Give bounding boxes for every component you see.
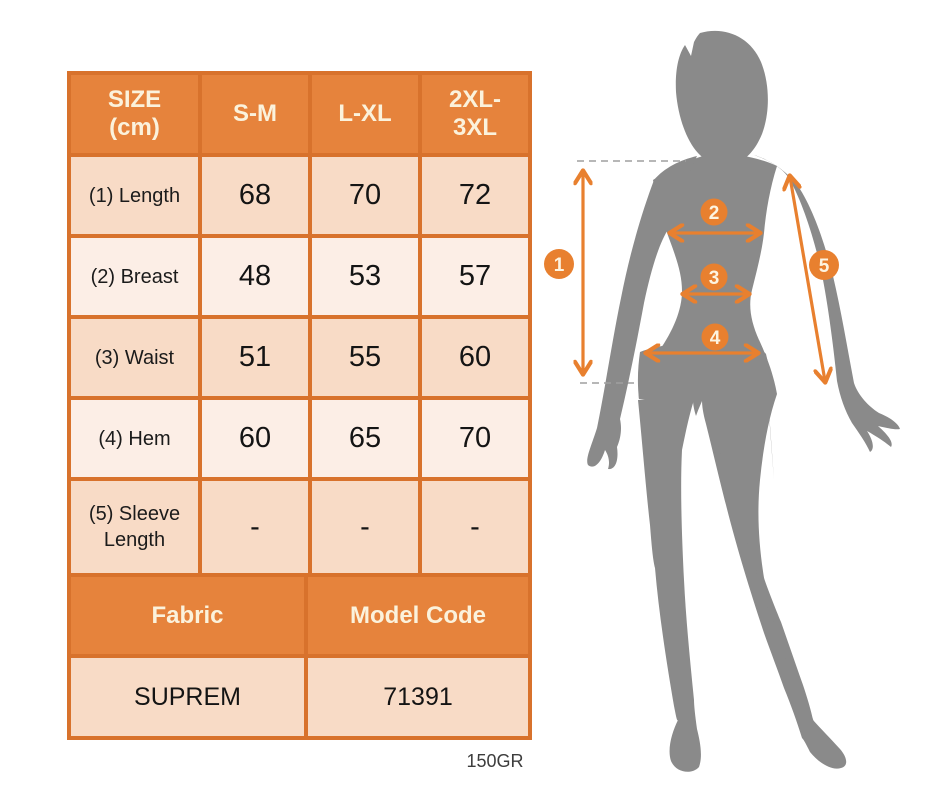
column-header-s-m: S-M xyxy=(202,75,308,153)
marker-2-circle xyxy=(700,198,728,226)
table-row-length: (1) Length 68 70 72 xyxy=(71,157,528,234)
breast-s-m-value: 48 xyxy=(202,238,308,315)
hem-s-m-value: 60 xyxy=(202,400,308,477)
table-row-breast: (2) Breast 48 53 57 xyxy=(71,238,528,315)
table-row-hem: (4) Hem 60 65 70 xyxy=(71,400,528,477)
length-2xl-3xl-value: 72 xyxy=(422,157,528,234)
measurement-markers: 1 2 3 4 5 xyxy=(544,198,839,351)
size-table: SIZE (cm) S-M L-XL 2XL-3XL (1) Length 68… xyxy=(67,71,532,740)
reference-dashed-lines xyxy=(577,160,686,384)
size-table-header-row: SIZE (cm) S-M L-XL 2XL-3XL xyxy=(71,75,528,153)
row-label-hem: (4) Hem xyxy=(71,400,198,477)
sleeve-l-xl-value: - xyxy=(312,481,418,573)
waist-2xl-3xl-value: 60 xyxy=(422,319,528,396)
length-s-m-value: 68 xyxy=(202,157,308,234)
column-header-l-xl-label: L-XL xyxy=(338,100,392,128)
measurement-figure: 1 2 3 4 5 xyxy=(544,30,900,772)
row-label-length: (1) Length xyxy=(71,157,198,234)
silhouette-head xyxy=(675,30,768,166)
table-row-waist: (3) Waist 51 55 60 xyxy=(71,319,528,396)
measurement-arrows xyxy=(583,172,825,381)
marker-2-label: 2 xyxy=(709,203,720,224)
fabric-header-cell: Fabric xyxy=(71,577,304,654)
marker-1-circle xyxy=(544,249,574,279)
marker-1-label: 1 xyxy=(554,255,565,276)
silhouette-left-arm xyxy=(587,156,697,470)
silhouette-right-leg-lower xyxy=(702,400,814,722)
row-label-sleeve-length: (5) Sleeve Length xyxy=(71,481,198,573)
breast-2xl-3xl-value: 57 xyxy=(422,238,528,315)
column-header-s-m-label: S-M xyxy=(233,100,277,128)
model-code-value-cell: 71391 xyxy=(308,658,528,736)
marker-3-label: 3 xyxy=(709,268,720,289)
marker-5-label: 5 xyxy=(819,256,830,277)
hem-2xl-3xl-value: 70 xyxy=(422,400,528,477)
marker-3-circle xyxy=(700,263,728,291)
fabric-weight-note: 150GR xyxy=(466,751,524,771)
table-row-sleeve-length: (5) Sleeve Length - - - xyxy=(71,481,528,573)
sleeve-2xl-3xl-value: - xyxy=(422,481,528,573)
fabric-value-cell: SUPREM xyxy=(71,658,304,736)
info-value-row: SUPREM 71391 xyxy=(71,658,528,736)
marker-5-circle xyxy=(809,250,839,280)
size-unit-header-cell: SIZE (cm) xyxy=(71,75,198,153)
hem-l-xl-value: 65 xyxy=(312,400,418,477)
row-label-waist: (3) Waist xyxy=(71,319,198,396)
silhouette-torso-legs xyxy=(638,153,847,772)
column-header-2xl-3xl-label: 2XL-3XL xyxy=(448,86,501,141)
breast-l-xl-value: 53 xyxy=(312,238,418,315)
silhouette-right-leg xyxy=(700,340,777,600)
female-body-silhouette xyxy=(587,30,900,772)
waist-l-xl-value: 55 xyxy=(312,319,418,396)
length-l-xl-value: 70 xyxy=(312,157,418,234)
marker-4-label: 4 xyxy=(710,328,721,349)
size-unit-header-label: SIZE (cm) xyxy=(107,86,162,141)
info-header-row: Fabric Model Code xyxy=(71,577,528,654)
column-header-l-xl: L-XL xyxy=(312,75,418,153)
column-header-2xl-3xl: 2XL-3XL xyxy=(422,75,528,153)
model-code-header-cell: Model Code xyxy=(308,577,528,654)
marker-4-circle xyxy=(701,323,729,351)
silhouette-right-arm xyxy=(754,155,900,452)
sleeve-s-m-value: - xyxy=(202,481,308,573)
sleeve-arrow xyxy=(790,177,825,381)
waist-s-m-value: 51 xyxy=(202,319,308,396)
row-label-breast: (2) Breast xyxy=(71,238,198,315)
